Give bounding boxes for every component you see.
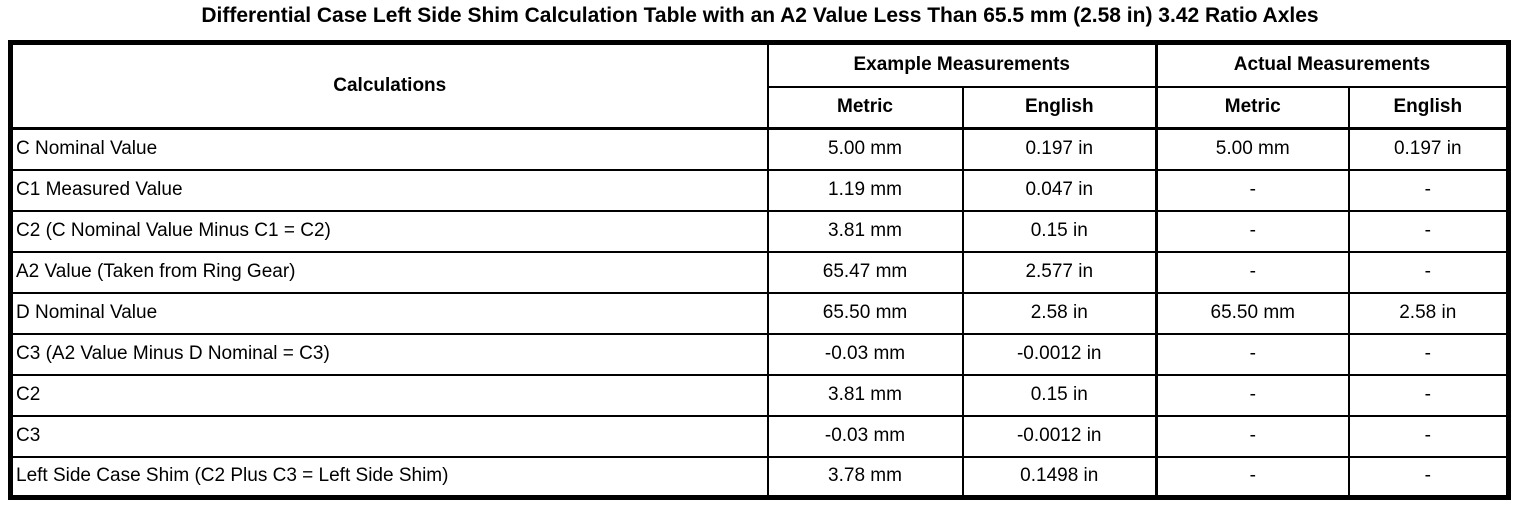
table-row: C3 (A2 Value Minus D Nominal = C3) -0.03…: [9, 332, 1510, 376]
actual-metric-cell: -: [1155, 250, 1350, 294]
actual-english-cell: 2.58 in: [1347, 291, 1510, 335]
calc-label-cell: C2: [9, 373, 769, 417]
actual-metric-cell: 5.00 mm: [1155, 127, 1350, 171]
example-english-cell: 0.15 in: [961, 373, 1158, 417]
actual-english-cell: -: [1347, 332, 1510, 376]
actual-metric-cell: -: [1155, 209, 1350, 253]
actual-english-cell: 0.197 in: [1347, 127, 1510, 171]
calc-label-cell: C2 (C Nominal Value Minus C1 = C2): [9, 209, 769, 253]
actual-metric-cell: -: [1155, 455, 1350, 499]
calc-label-cell: C3: [9, 414, 769, 458]
example-metric-cell: 3.78 mm: [766, 455, 964, 499]
calc-label-cell: Left Side Case Shim (C2 Plus C3 = Left S…: [9, 455, 769, 499]
table-row: C2 3.81 mm 0.15 in - -: [9, 373, 1510, 417]
column-header-actual-english: English: [1347, 85, 1510, 130]
example-english-cell: 2.577 in: [961, 250, 1158, 294]
column-header-example-english: English: [961, 85, 1158, 130]
actual-metric-cell: -: [1155, 332, 1350, 376]
example-english-cell: 0.197 in: [961, 127, 1158, 171]
table-row: C1 Measured Value 1.19 mm 0.047 in - -: [9, 168, 1510, 212]
page-title: Differential Case Left Side Shim Calcula…: [201, 4, 1319, 27]
example-english-cell: 0.15 in: [961, 209, 1158, 253]
example-metric-cell: -0.03 mm: [766, 414, 964, 458]
example-metric-cell: 65.50 mm: [766, 291, 964, 335]
calc-label-cell: C Nominal Value: [9, 127, 769, 171]
example-metric-cell: 3.81 mm: [766, 373, 964, 417]
actual-english-cell: -: [1347, 250, 1510, 294]
example-english-cell: 0.047 in: [961, 168, 1158, 212]
example-english-cell: 2.58 in: [961, 291, 1158, 335]
calc-label-cell: D Nominal Value: [9, 291, 769, 335]
example-english-cell: -0.0012 in: [961, 332, 1158, 376]
example-metric-cell: 5.00 mm: [766, 127, 964, 171]
actual-english-cell: -: [1347, 373, 1510, 417]
column-header-calculations: Calculations: [9, 41, 769, 130]
example-metric-cell: 3.81 mm: [766, 209, 964, 253]
table-row: D Nominal Value 65.50 mm 2.58 in 65.50 m…: [9, 291, 1510, 335]
table-row: C Nominal Value 5.00 mm 0.197 in 5.00 mm…: [9, 127, 1510, 171]
column-group-actual-measurements: Actual Measurements: [1155, 41, 1510, 88]
table-row: C3 -0.03 mm -0.0012 in - -: [9, 414, 1510, 458]
actual-english-cell: -: [1347, 209, 1510, 253]
column-header-actual-metric: Metric: [1155, 85, 1350, 130]
actual-metric-cell: 65.50 mm: [1155, 291, 1350, 335]
table-row: A2 Value (Taken from Ring Gear) 65.47 mm…: [9, 250, 1510, 294]
example-metric-cell: -0.03 mm: [766, 332, 964, 376]
actual-metric-cell: -: [1155, 373, 1350, 417]
example-metric-cell: 65.47 mm: [766, 250, 964, 294]
column-group-example-measurements: Example Measurements: [766, 41, 1158, 88]
calc-label-cell: C1 Measured Value: [9, 168, 769, 212]
table-row: Left Side Case Shim (C2 Plus C3 = Left S…: [9, 455, 1510, 499]
actual-metric-cell: -: [1155, 168, 1350, 212]
actual-english-cell: -: [1347, 414, 1510, 458]
example-english-cell: -0.0012 in: [961, 414, 1158, 458]
calc-label-cell: C3 (A2 Value Minus D Nominal = C3): [9, 332, 769, 376]
actual-english-cell: -: [1347, 455, 1510, 499]
table-header: Calculations Example Measurements Actual…: [9, 41, 1510, 130]
column-header-example-metric: Metric: [766, 85, 964, 130]
calc-label-cell: A2 Value (Taken from Ring Gear): [9, 250, 769, 294]
table-row: C2 (C Nominal Value Minus C1 = C2) 3.81 …: [9, 209, 1510, 253]
example-english-cell: 0.1498 in: [961, 455, 1158, 499]
actual-metric-cell: -: [1155, 414, 1350, 458]
table-body: C Nominal Value 5.00 mm 0.197 in 5.00 mm…: [9, 127, 1510, 499]
shim-calculation-table: Calculations Example Measurements Actual…: [8, 40, 1511, 500]
example-metric-cell: 1.19 mm: [766, 168, 964, 212]
actual-english-cell: -: [1347, 168, 1510, 212]
